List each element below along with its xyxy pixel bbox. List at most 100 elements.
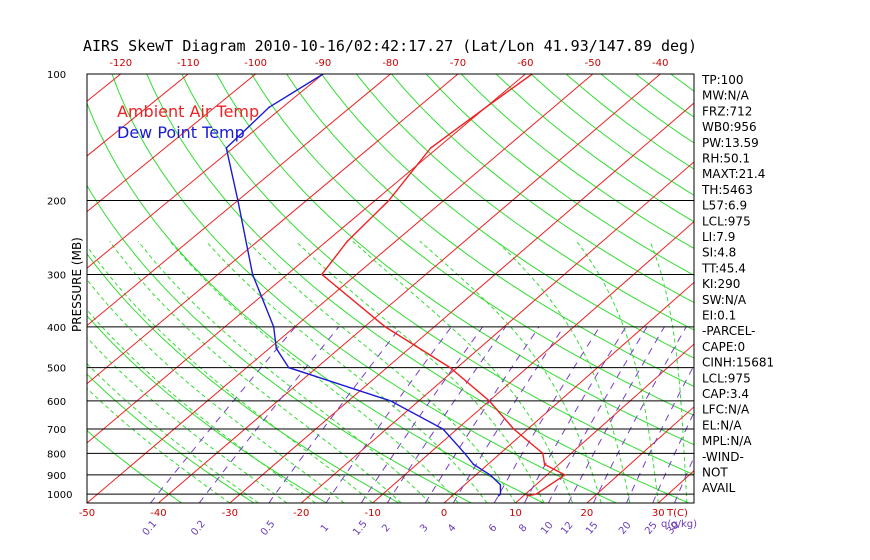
moist-adiabat-line (295, 240, 545, 503)
mixing-ratio-label: 0.2 (189, 519, 208, 538)
pressure-tick-label: 700 (47, 425, 66, 436)
dewpoint-point (268, 106, 270, 109)
moist-adiabat-line (352, 240, 574, 503)
moist-adiabat-line (576, 240, 659, 503)
mixing-ratio-line (325, 326, 452, 503)
dry-adiabat-line (460, 74, 694, 249)
isotherm-line (586, 406, 694, 503)
mixing-ratio-label: 2 (380, 522, 393, 534)
dewpoint-point (499, 493, 502, 495)
temperature-point (526, 495, 528, 497)
mixing-ratio-line (150, 326, 296, 503)
dewpoint-point (389, 400, 392, 402)
isotherm-line (372, 220, 694, 503)
index-line: LI:7.9 (702, 230, 735, 244)
pressure-tick-label: 200 (47, 196, 66, 207)
dry-adiabat-line (111, 74, 617, 503)
top-temp-tick-label: -90 (315, 58, 331, 69)
isotherm-line (158, 74, 661, 503)
dry-adiabat-line (216, 74, 694, 446)
legend-entry: Ambient Air Temp (117, 102, 259, 121)
top-temp-tick-label: -50 (585, 58, 601, 69)
top-temp-tick-label: -120 (109, 58, 132, 69)
isotherm-line (87, 74, 256, 213)
moist-adiabat-line (137, 240, 431, 503)
dry-adiabat-line (286, 74, 694, 387)
isotherm-line (87, 74, 189, 157)
moist-adiabat-line (87, 362, 259, 503)
pressure-tick-label: 900 (47, 471, 66, 482)
pressure-tick-label: 500 (47, 364, 66, 375)
index-line: SI:4.8 (702, 246, 736, 260)
pressure-tick-label: 300 (47, 270, 66, 281)
isotherm-line (229, 102, 694, 503)
isotherm-line (87, 74, 526, 444)
mixing-ratio-line (592, 326, 687, 503)
dry-adiabat-line (741, 74, 870, 503)
moist-adiabat-line (87, 336, 288, 503)
dry-adiabat-line (670, 74, 694, 92)
moist-adiabat-line (205, 240, 488, 503)
index-line: L57:6.9 (702, 199, 747, 213)
grid-lines (87, 74, 870, 503)
index-line: RH:50.1 (702, 152, 750, 166)
index-line: WB0:956 (702, 120, 757, 134)
y-axis-label: PRESSURE (MB) (70, 237, 84, 332)
dry-adiabat-line (87, 315, 327, 503)
dry-adiabat-line (321, 74, 694, 359)
dry-adiabat-line (87, 101, 545, 503)
mixing-ratio-label: 4 (446, 522, 459, 534)
temperature-point (488, 400, 491, 402)
isotherm-line (87, 74, 391, 327)
moist-adiabat-line (109, 240, 402, 503)
profiles (225, 74, 567, 497)
mixing-ratio-label: 1.5 (351, 519, 370, 538)
mixing-ratio-label: 3 (418, 522, 431, 534)
mixing-ratio-line (424, 326, 540, 503)
dewpoint-point (251, 273, 254, 276)
bottom-temp-tick-label: -40 (150, 508, 166, 519)
temperature-point (429, 147, 432, 149)
dewpoint-point (275, 347, 278, 350)
mixing-ratio-line (360, 326, 484, 503)
top-temp-tick-label: -80 (382, 58, 398, 69)
bottom-temp-tick-label: 0 (441, 508, 447, 519)
bottom-temp-tick-label: -20 (293, 508, 309, 519)
pressure-tick-label: 600 (47, 397, 66, 408)
dewpoint-point (497, 495, 500, 497)
isotherm-line (657, 470, 694, 503)
temperature-point (512, 428, 515, 430)
dewpoint-point (225, 147, 228, 149)
index-line: -WIND- (702, 450, 744, 464)
index-line: TP:100 (701, 73, 744, 87)
index-line: EI:0.1 (702, 309, 736, 323)
top-temp-tick-label: -110 (177, 58, 200, 69)
dewpoint-point (472, 463, 475, 466)
dry-adiabat-line (846, 74, 870, 503)
index-line: TH:5463 (701, 183, 753, 197)
legend: Ambient Air Temp Dew Point Temp (117, 102, 259, 142)
dewpoint-point (237, 199, 239, 202)
moist-adiabat-line (496, 240, 631, 503)
isotherm-line (300, 161, 694, 503)
temperature-profile-line (320, 74, 567, 497)
bottom-temp-tick-label: 10 (509, 508, 522, 519)
index-line: LCL:975 (702, 214, 751, 228)
mixing-ratio-line (625, 364, 694, 503)
mixing-ratio-unit-label: q(g/kg) (661, 519, 697, 530)
dewpoint-point (272, 326, 275, 328)
mixing-ratio-label: 6 (487, 522, 500, 534)
temperature-point (543, 463, 546, 466)
bottom-temp-tick-label: -30 (222, 508, 238, 519)
dewpoint-point (463, 452, 466, 455)
mixing-ratio-line (523, 326, 627, 503)
mixing-ratio-line (268, 326, 402, 503)
temperature-point (485, 106, 487, 109)
index-line: AVAIL (702, 481, 736, 495)
dewpoint-point (489, 474, 491, 476)
dry-adiabat-line (811, 74, 870, 503)
index-line: NOT (702, 466, 728, 480)
mixing-ratio-label: 0.1 (141, 519, 160, 538)
pressure-tick-label: 800 (47, 449, 66, 460)
index-line: CAP:3.4 (702, 387, 749, 401)
